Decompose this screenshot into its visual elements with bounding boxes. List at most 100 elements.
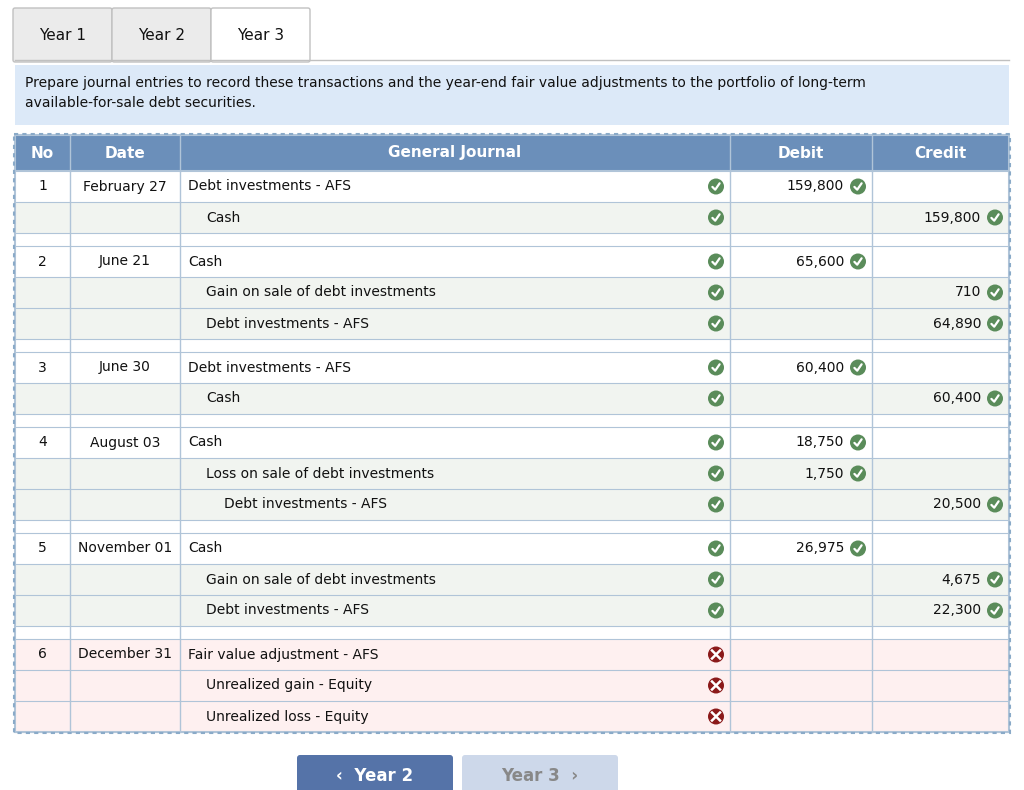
Bar [15, 414, 1009, 427]
Text: Date: Date [104, 145, 145, 160]
Bar [15, 202, 1009, 233]
Circle shape [850, 435, 866, 450]
Text: 159,800: 159,800 [924, 210, 981, 224]
Bar [15, 533, 1009, 564]
Text: Debt investments - AFS: Debt investments - AFS [206, 317, 369, 330]
Text: 710: 710 [954, 285, 981, 299]
Bar [15, 277, 1009, 308]
Circle shape [987, 603, 1002, 619]
Bar [15, 65, 1009, 125]
Circle shape [708, 496, 724, 513]
Circle shape [850, 540, 866, 556]
FancyBboxPatch shape [211, 8, 310, 62]
FancyBboxPatch shape [112, 8, 211, 62]
Text: June 30: June 30 [99, 360, 151, 374]
Text: No: No [31, 145, 54, 160]
Bar [15, 339, 1009, 352]
Circle shape [708, 315, 724, 332]
Text: 1: 1 [38, 179, 47, 194]
Circle shape [708, 709, 724, 724]
Bar [15, 352, 1009, 383]
Text: Debit: Debit [778, 145, 824, 160]
Bar [15, 308, 1009, 339]
Circle shape [987, 390, 1002, 407]
FancyBboxPatch shape [297, 755, 453, 790]
Text: Year 3: Year 3 [237, 28, 284, 43]
Text: Loss on sale of debt investments: Loss on sale of debt investments [206, 467, 434, 480]
Bar [15, 171, 1009, 202]
Text: Gain on sale of debt investments: Gain on sale of debt investments [206, 573, 436, 586]
Text: Cash: Cash [188, 435, 222, 450]
Text: Debt investments - AFS: Debt investments - AFS [188, 179, 351, 194]
Text: 3: 3 [38, 360, 47, 374]
Circle shape [708, 571, 724, 588]
Text: Gain on sale of debt investments: Gain on sale of debt investments [206, 285, 436, 299]
Text: Debt investments - AFS: Debt investments - AFS [206, 604, 369, 618]
Text: Debt investments - AFS: Debt investments - AFS [224, 498, 387, 511]
Text: Year 3  ›: Year 3 › [502, 767, 579, 785]
Circle shape [987, 284, 1002, 300]
Text: August 03: August 03 [90, 435, 160, 450]
Text: General Journal: General Journal [388, 145, 521, 160]
Text: Cash: Cash [206, 210, 241, 224]
Text: 26,975: 26,975 [796, 541, 844, 555]
Text: Cash: Cash [188, 541, 222, 555]
Text: February 27: February 27 [83, 179, 167, 194]
Text: 2: 2 [38, 254, 47, 269]
Text: 64,890: 64,890 [933, 317, 981, 330]
Circle shape [708, 678, 724, 694]
Bar [15, 458, 1009, 489]
Circle shape [708, 359, 724, 375]
Circle shape [708, 435, 724, 450]
Circle shape [708, 390, 724, 407]
Circle shape [850, 179, 866, 194]
Circle shape [708, 540, 724, 556]
Bar [15, 383, 1009, 414]
Text: 65,600: 65,600 [796, 254, 844, 269]
Text: 22,300: 22,300 [933, 604, 981, 618]
Bar [15, 489, 1009, 520]
Text: June 21: June 21 [99, 254, 151, 269]
Bar [15, 233, 1009, 246]
Text: Year 2: Year 2 [138, 28, 185, 43]
Text: 18,750: 18,750 [796, 435, 844, 450]
Text: Prepare journal entries to record these transactions and the year-end fair value: Prepare journal entries to record these … [25, 76, 866, 90]
Circle shape [708, 179, 724, 194]
Circle shape [708, 209, 724, 225]
Text: Unrealized loss - Equity: Unrealized loss - Equity [206, 709, 369, 724]
Text: 159,800: 159,800 [786, 179, 844, 194]
Circle shape [987, 315, 1002, 332]
Circle shape [987, 209, 1002, 225]
FancyBboxPatch shape [462, 755, 618, 790]
Circle shape [850, 359, 866, 375]
Text: Fair value adjustment - AFS: Fair value adjustment - AFS [188, 648, 379, 661]
Bar [15, 564, 1009, 595]
Text: Cash: Cash [206, 392, 241, 405]
Circle shape [987, 571, 1002, 588]
Circle shape [708, 646, 724, 663]
Text: November 01: November 01 [78, 541, 172, 555]
Bar [15, 135, 1009, 732]
Text: 60,400: 60,400 [933, 392, 981, 405]
Text: Debt investments - AFS: Debt investments - AFS [188, 360, 351, 374]
Bar [15, 701, 1009, 732]
Bar [15, 626, 1009, 639]
Bar [15, 595, 1009, 626]
Text: Year 1: Year 1 [39, 28, 86, 43]
Circle shape [708, 254, 724, 269]
Text: 4: 4 [38, 435, 47, 450]
Circle shape [708, 284, 724, 300]
Text: Unrealized gain - Equity: Unrealized gain - Equity [206, 679, 372, 693]
Bar [15, 670, 1009, 701]
Circle shape [708, 465, 724, 481]
Text: Credit: Credit [914, 145, 967, 160]
Text: 6: 6 [38, 648, 47, 661]
Circle shape [708, 603, 724, 619]
Text: 4,675: 4,675 [941, 573, 981, 586]
Bar [15, 246, 1009, 277]
Bar [15, 427, 1009, 458]
Text: 60,400: 60,400 [796, 360, 844, 374]
Bar [15, 639, 1009, 670]
Circle shape [850, 254, 866, 269]
Text: available-for-sale debt securities.: available-for-sale debt securities. [25, 96, 256, 110]
